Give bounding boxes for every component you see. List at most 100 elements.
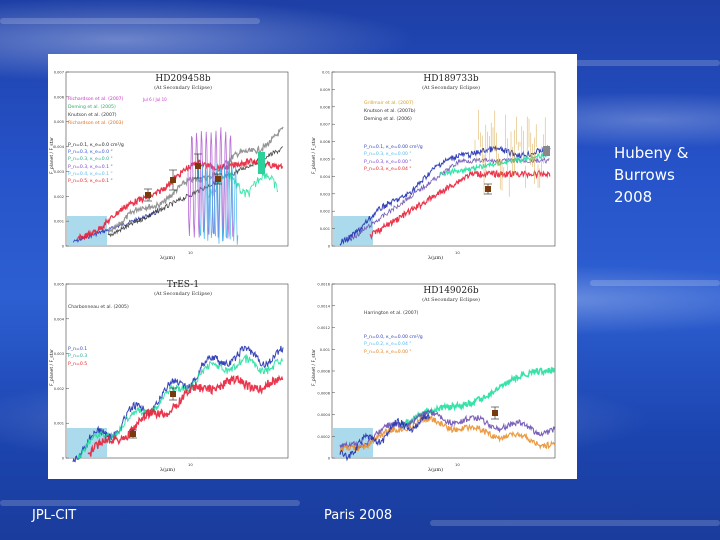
model-legend: P_n=0.1, κ_e=0.0 cm²/g P_n=0.3, κ_e=0.0 … (68, 142, 124, 185)
x-tick: 10 (455, 462, 460, 467)
figure: 0.007 0.006 0.005 0.004 0.003 0.002 0.001 0 HD2… (48, 54, 577, 479)
y-tick-label: 0.007 (320, 123, 330, 127)
y-tick-label: 0.005 (54, 120, 64, 124)
photometry-point (170, 177, 176, 183)
y-tick-label: 0.003 (54, 352, 64, 356)
legend-entry: Deming et al. (2006) (364, 117, 412, 122)
legend-entry: P_n=0.3, κ_e=0.0 " (68, 157, 113, 163)
legend-entry: Deming et al. (2005) (68, 105, 116, 110)
y-axis-label: F_planet / F_star (50, 348, 55, 386)
legend-entry: P_n=0.0, κ_e=0.00 cm²/g (364, 335, 423, 340)
panel-subtitle: (At Secondary Eclipse) (154, 291, 212, 297)
legend-entry: P_n=0.4, κ_e=0.1 " (68, 171, 113, 177)
y-tick-label: 0.01 (322, 71, 330, 75)
data-legend: Charbonneau et al. (2005) (68, 304, 129, 312)
photometry-point (170, 391, 176, 397)
legend-note: Jul 6 / Jul 10 (143, 97, 167, 102)
attribution-line: Burrows (614, 166, 675, 184)
legend-entry: Knutson et al. (2007b) (364, 109, 416, 114)
model-spectrum-blue (339, 413, 431, 462)
panel-title: HD149026b (423, 286, 479, 296)
x-axis-label: λ(μm) (428, 467, 444, 473)
photometry-point (492, 410, 498, 416)
legend-entry: P_n=0.3, κ_e=0.1 " (68, 164, 113, 170)
x-tick: 10 (188, 462, 193, 467)
data-legend: Grillmair et al. (2007) Knutson et al. (… (364, 100, 416, 124)
y-tick-label: 0.003 (320, 192, 330, 196)
legend-entry: P_n=0.3, κ_e=0.00 " (364, 152, 412, 158)
y-tick-label: 0.004 (54, 317, 65, 321)
legend-entry: P_n=0.3, κ_e=0.00 " (364, 159, 412, 165)
y-tick-label: 0 (62, 457, 65, 461)
legend-entry: P_n=0.1 (68, 347, 88, 352)
x-axis-label: λ(μm) (160, 467, 176, 473)
y-tick-label: 0.001 (54, 422, 64, 426)
y-tick-label: 0.0012 (317, 326, 330, 330)
y-tick-label: 0.004 (54, 145, 65, 149)
y-tick-label: 0.0002 (317, 435, 330, 439)
y-tick-label: 0.007 (54, 71, 64, 75)
panel-title: HD209458b (155, 74, 211, 84)
y-axis-label: F_planet / F_star (312, 136, 317, 174)
y-tick-label: 0 (62, 245, 65, 249)
y-tick-label: 0.001 (320, 348, 330, 352)
y-tick-label: 0.006 (320, 140, 331, 144)
model-spectrum-red (77, 157, 284, 241)
y-tick-label: 0.005 (320, 158, 330, 162)
plot-frame (65, 71, 289, 247)
observed-spectrum-purple (187, 127, 234, 242)
highlight-box (333, 216, 373, 245)
panel-plot: 0.01 0.009 0.008 0.007 0.006 0.005 0.004 0.003 0… (320, 71, 556, 249)
y-tick-label: 0.004 (320, 175, 331, 179)
data-legend: Harrington et al. (2007) (364, 310, 418, 318)
highlight-box (67, 216, 107, 245)
y-tick-label: 0.002 (54, 387, 64, 391)
y-tick-label: 0.0006 (317, 391, 330, 395)
panel-plot: 0.005 0.004 0.003 0.002 0.001 0 (54, 283, 289, 463)
y-tick-label: 0.0014 (317, 304, 330, 308)
panel-plot: 0.007 0.006 0.005 0.004 0.003 0.002 0.001 0 (54, 71, 289, 249)
y-axis-label: F_planet / F_star (312, 348, 317, 386)
footer-center: Paris 2008 (324, 508, 393, 523)
observed-spectrum-cyan (197, 160, 239, 245)
legend-entry: Richardson et al. (2007) (68, 97, 124, 102)
data-legend: Richardson et al. (2007) Deming et al. (… (68, 96, 123, 128)
legend-entry: Grillmair et al. (2007) (364, 101, 414, 106)
panel-hd209458b: 0.007 0.006 0.005 0.004 0.003 0.002 0.001 0 HD2… (48, 64, 298, 264)
panel-subtitle: (At Secondary Eclipse) (154, 85, 212, 91)
y-tick-label: 0.0008 (317, 370, 330, 374)
photometry-point (258, 152, 265, 174)
y-tick-label: 0 (328, 245, 331, 249)
legend-entry: P_n=0.3, κ_e=0.00 " (364, 349, 412, 355)
panel-plot: 0.0016 0.0014 0.0012 0.001 0.0008 0.0006 0.000… (317, 283, 556, 462)
model-legend: P_n=0.1 P_n=0.3 P_n=0.5 (68, 346, 87, 368)
y-tick-label: 0.001 (54, 220, 64, 224)
y-tick-label: 0.009 (320, 88, 331, 92)
attribution-line: Hubeny & (614, 144, 689, 162)
legend-entry: P_n=0.1, κ_e=0.00 cm²/g (364, 145, 423, 150)
model-spectrum-green (77, 353, 283, 460)
model-spectrum-red (87, 374, 284, 457)
panel-title: TrES-1 (166, 280, 200, 290)
legend-entry: P_n=0.5, κ_e=0.1 " (68, 179, 113, 185)
legend-entry: Harrington et al. (2007) (364, 311, 419, 316)
legend-entry: P_n=0.1, κ_e=0.0 cm²/g (68, 143, 124, 148)
y-tick-label: 0.008 (320, 105, 331, 109)
model-spectrum-red (369, 169, 551, 240)
legend-entry: P_n=0.3, κ_e=0.0 " (68, 150, 113, 156)
legend-entry: Knutson et al. (2007) (68, 113, 117, 118)
legend-entry: P_n=0.5 (68, 361, 88, 367)
legend-entry: Charbonneau et al. (2005) (68, 305, 129, 310)
photometry-point (195, 163, 201, 169)
photometry-point (145, 192, 151, 198)
x-axis-label: λ(μm) (428, 255, 444, 261)
photometry-point (130, 431, 136, 437)
panel-hd149026b: 0.0016 0.0014 0.0012 0.001 0.0008 0.0006 0.000… (310, 276, 560, 476)
panel-subtitle: (At Secondary Eclipse) (422, 297, 480, 303)
y-tick-label: 0.003 (54, 170, 64, 174)
model-legend: P_n=0.0, κ_e=0.00 cm²/g P_n=0.2, κ_e=0.0… (364, 334, 423, 356)
legend-entry: Richardson et al. (2003) (68, 121, 124, 126)
y-tick-label: 0 (328, 457, 331, 461)
panel-hd189733b: 0.01 0.009 0.008 0.007 0.006 0.005 0.004 0.003 0… (310, 64, 560, 264)
x-tick: 10 (455, 250, 460, 255)
